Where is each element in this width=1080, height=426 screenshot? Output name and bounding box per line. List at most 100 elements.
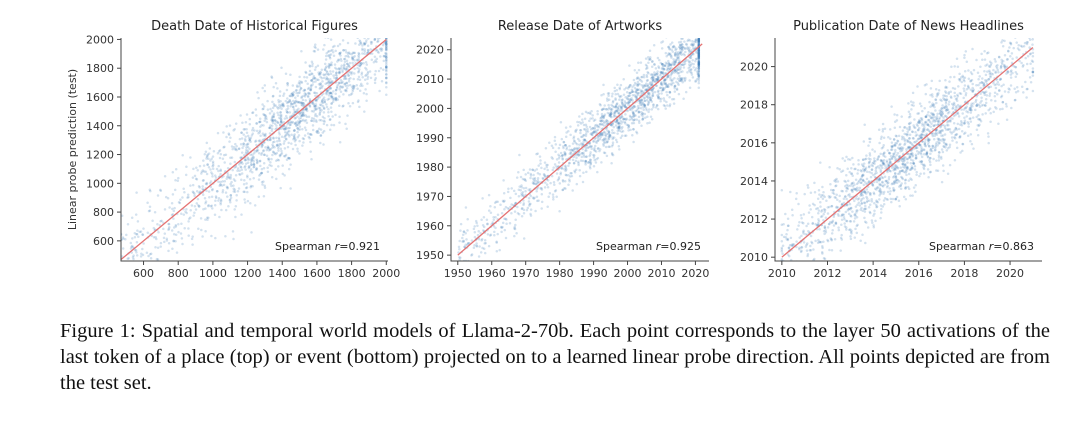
- data-point: [270, 176, 274, 179]
- data-point: [979, 119, 983, 123]
- data-point: [923, 126, 926, 129]
- data-point: [912, 162, 916, 166]
- data-point: [348, 61, 352, 65]
- data-point: [617, 121, 621, 125]
- data-point: [923, 128, 926, 131]
- data-point: [1009, 42, 1013, 45]
- data-point: [697, 39, 701, 43]
- data-point: [932, 132, 935, 135]
- data-point: [666, 53, 670, 57]
- data-point: [171, 247, 174, 251]
- spearman-annotation: Spearman r=0.925: [596, 240, 701, 253]
- data-point: [229, 194, 233, 197]
- data-point: [329, 63, 333, 66]
- data-point: [688, 86, 692, 89]
- data-point: [232, 184, 235, 187]
- data-point: [322, 96, 326, 99]
- data-point: [697, 62, 701, 65]
- data-point: [985, 51, 989, 55]
- data-point: [914, 190, 917, 193]
- data-point: [279, 115, 283, 119]
- data-point: [296, 123, 300, 127]
- data-point: [561, 158, 564, 161]
- data-point: [588, 160, 592, 164]
- data-point: [381, 3, 384, 6]
- data-point: [843, 225, 847, 228]
- data-point: [141, 233, 144, 236]
- data-point: [510, 187, 513, 190]
- data-point: [310, 119, 314, 122]
- data-point: [657, 95, 660, 99]
- data-point: [136, 220, 140, 223]
- data-point: [999, 66, 1003, 70]
- data-point: [616, 105, 620, 109]
- data-point: [963, 119, 967, 122]
- data-point: [292, 129, 296, 133]
- data-point: [282, 120, 286, 124]
- data-point: [624, 101, 627, 105]
- data-point: [628, 94, 632, 97]
- data-point: [887, 164, 891, 167]
- data-point: [338, 52, 341, 56]
- data-point: [385, 6, 388, 9]
- data-point: [229, 175, 232, 179]
- data-point: [255, 114, 258, 117]
- data-point: [966, 134, 970, 137]
- data-point: [163, 208, 167, 211]
- data-point: [626, 95, 630, 98]
- data-point: [931, 134, 935, 138]
- data-point: [694, 79, 697, 83]
- data-point: [909, 162, 913, 165]
- data-point: [584, 155, 588, 158]
- data-point: [627, 125, 631, 128]
- data-point: [307, 92, 311, 95]
- data-point: [651, 76, 654, 79]
- data-point: [573, 140, 576, 143]
- data-point: [843, 159, 847, 163]
- data-point: [261, 86, 264, 90]
- data-point: [651, 94, 654, 98]
- data-point: [698, 23, 701, 26]
- data-point: [881, 152, 885, 156]
- data-point: [496, 200, 499, 204]
- data-point: [635, 130, 638, 134]
- data-point: [334, 97, 338, 100]
- data-point: [784, 236, 788, 239]
- data-point: [878, 166, 881, 170]
- data-point: [616, 83, 619, 87]
- data-point: [615, 109, 618, 112]
- data-point: [333, 44, 336, 48]
- data-point: [591, 127, 595, 130]
- data-point: [650, 96, 653, 100]
- data-point: [882, 159, 886, 162]
- data-point: [213, 213, 217, 217]
- data-point: [652, 79, 655, 82]
- data-point: [939, 155, 943, 159]
- data-point: [575, 153, 579, 156]
- data-point: [229, 196, 233, 199]
- data-point: [623, 121, 627, 125]
- data-point: [320, 101, 324, 104]
- data-point: [499, 225, 503, 229]
- data-point: [156, 246, 160, 250]
- data-point: [347, 51, 351, 54]
- data-point: [296, 94, 300, 97]
- data-point: [628, 84, 632, 87]
- data-point: [637, 76, 640, 79]
- data-point: [963, 89, 966, 93]
- data-point: [674, 52, 677, 56]
- data-point: [303, 88, 307, 92]
- data-point: [559, 171, 563, 174]
- data-point: [350, 85, 354, 89]
- data-point: [191, 183, 195, 187]
- data-point: [142, 242, 145, 245]
- y-tick-label: 1800: [86, 62, 114, 75]
- data-point: [835, 206, 838, 209]
- data-point: [318, 71, 322, 74]
- data-point: [655, 84, 658, 87]
- data-point: [240, 168, 244, 171]
- data-point: [931, 112, 935, 116]
- data-point: [646, 96, 650, 100]
- data-point: [967, 85, 970, 89]
- data-point: [868, 152, 872, 155]
